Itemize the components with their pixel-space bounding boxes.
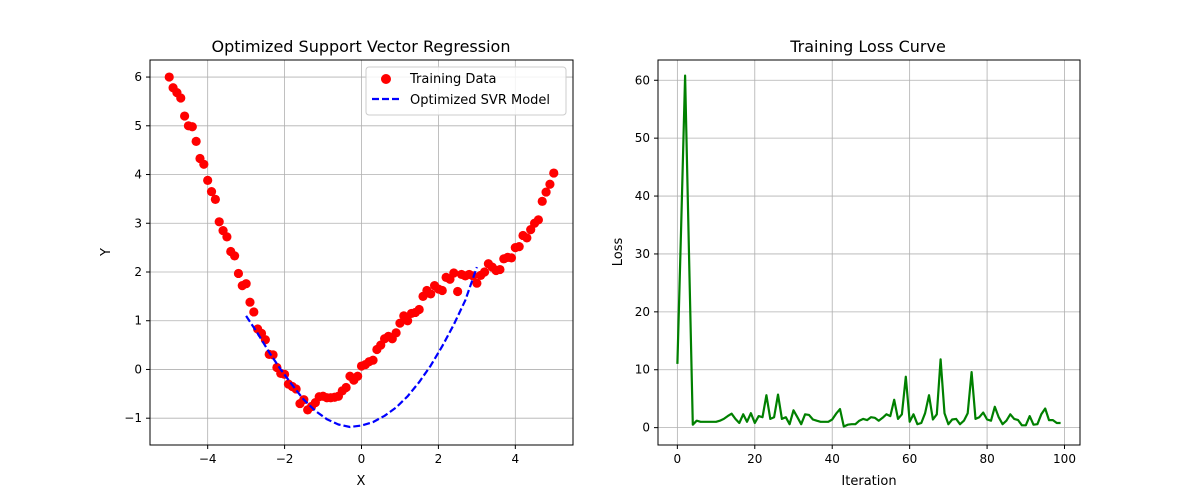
y-tick-label: 1	[134, 314, 142, 328]
y-tick-label: 5	[134, 119, 142, 133]
data-point	[214, 217, 224, 227]
loss-line	[676, 74, 1061, 428]
y-tick-label: 40	[635, 189, 650, 203]
y-tick-label: −1	[124, 411, 142, 425]
data-point	[230, 251, 240, 261]
x-tick-label: 100	[1053, 452, 1076, 466]
data-point	[395, 318, 405, 328]
x-tick-label: 20	[747, 452, 762, 466]
data-point	[191, 136, 201, 146]
data-point	[391, 328, 401, 338]
x-axis-label: Iteration	[841, 474, 896, 489]
x-tick-label: 80	[979, 452, 994, 466]
data-point	[449, 268, 459, 278]
data-point	[176, 93, 186, 103]
y-axis-label: Loss	[611, 238, 626, 267]
y-tick-label: 30	[635, 247, 650, 261]
y-tick-label: 4	[134, 168, 142, 182]
plot-frame	[657, 59, 1081, 446]
chart-title: Optimized Support Vector Regression	[212, 37, 511, 56]
data-point	[479, 267, 490, 277]
x-tick-label: 40	[825, 452, 840, 466]
data-point	[437, 285, 447, 296]
y-tick-label: 3	[134, 216, 142, 230]
data-point	[233, 268, 244, 279]
data-point	[164, 72, 174, 82]
data-point	[203, 175, 213, 185]
x-tick-label: 0	[674, 452, 682, 466]
data-point	[403, 316, 413, 326]
y-tick-label: 2	[134, 265, 142, 279]
data-point	[241, 279, 251, 289]
x-tick-label: −4	[199, 452, 217, 466]
grid	[658, 60, 1080, 445]
x-tick-label: 60	[902, 452, 917, 466]
data-point	[514, 242, 524, 252]
x-tick-label: 4	[511, 452, 519, 466]
data-point	[541, 187, 551, 197]
legend-box	[365, 66, 567, 116]
data-point	[453, 286, 463, 297]
legend: Training Data Optimized SVR Model	[365, 66, 567, 116]
y-axis-label: Y	[99, 248, 114, 257]
data-point	[222, 232, 232, 242]
data-point	[506, 253, 517, 263]
y-tick-label: 0	[134, 362, 142, 376]
data-point	[426, 289, 436, 299]
y-tick-label: 0	[642, 421, 650, 435]
data-point	[249, 307, 259, 317]
data-point	[187, 122, 197, 132]
data-point	[414, 304, 424, 315]
data-point	[260, 335, 270, 345]
data-point	[353, 371, 363, 381]
legend-label-training-data: Training Data	[409, 72, 496, 87]
y-tick-label: 20	[635, 305, 650, 319]
data-point	[495, 264, 505, 275]
legend-marker-training-data	[381, 74, 391, 84]
data-point	[537, 196, 547, 206]
data-point	[522, 233, 532, 243]
data-point	[199, 159, 209, 169]
y-tick-label: 60	[635, 73, 650, 87]
data-point	[533, 215, 543, 225]
data-point	[368, 355, 378, 365]
axis-ticks: −4 −2 0 2 4 −1 0 1 2 3 4 5 6	[124, 70, 519, 466]
grid	[150, 60, 573, 445]
x-tick-label: 2	[435, 452, 443, 466]
y-tick-label: 6	[134, 70, 142, 84]
chart-title: Training Loss Curve	[789, 37, 946, 56]
svr-chart: Optimized Support Vector Regression −4 −2…	[99, 37, 574, 489]
data-point	[245, 297, 255, 307]
y-tick-label: 10	[635, 363, 650, 377]
data-point	[549, 168, 559, 178]
data-point	[180, 111, 190, 121]
legend-label-svr-model: Optimized SVR Model	[410, 93, 550, 108]
x-tick-label: 0	[358, 452, 366, 466]
data-marks	[676, 74, 1061, 428]
axis-ticks: 0 20 40 60 80 100 0 10 20 30 40 50 60	[635, 73, 1076, 466]
data-point	[210, 194, 220, 204]
data-marks	[164, 72, 559, 429]
svr-model-line	[245, 266, 478, 429]
data-point	[472, 278, 482, 288]
x-axis-label: X	[357, 474, 366, 489]
data-point	[206, 186, 217, 197]
data-point	[341, 382, 351, 393]
y-tick-label: 50	[635, 131, 650, 145]
x-tick-label: −2	[276, 452, 294, 466]
data-point	[268, 350, 278, 360]
data-point	[545, 179, 555, 189]
loss-chart: Training Loss Curve 0 20 40 60 80 100 0 10 20 30 4…	[611, 37, 1081, 489]
